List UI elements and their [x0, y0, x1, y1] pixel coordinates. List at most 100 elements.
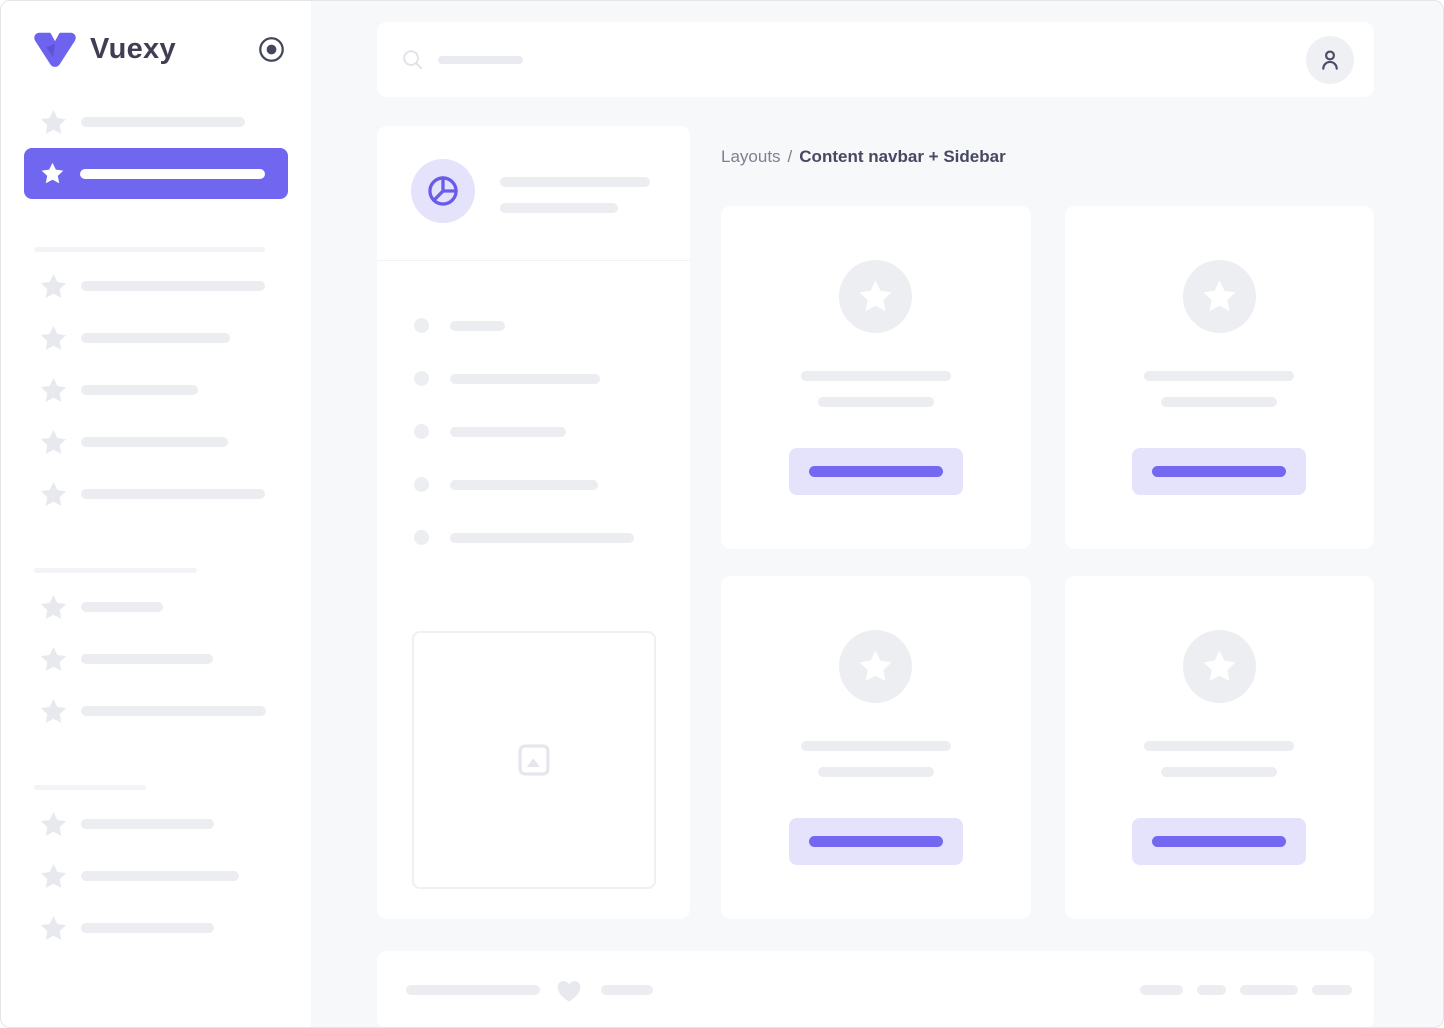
- star-icon: [39, 108, 68, 137]
- placeholder-bar: [808, 466, 943, 477]
- placeholder-bar: [81, 489, 265, 499]
- placeholder-bar: [450, 373, 600, 384]
- feature-card: [1064, 576, 1374, 919]
- bullet-dot: [414, 371, 429, 386]
- user-avatar[interactable]: [1306, 35, 1354, 84]
- placeholder-bar: [450, 320, 505, 331]
- list-item[interactable]: [377, 299, 690, 352]
- placeholder-bar: [1161, 767, 1278, 777]
- action-button[interactable]: [788, 818, 963, 865]
- section-header-bar: [34, 247, 265, 252]
- content-row: Layouts / Content navbar + Sidebar: [377, 126, 1374, 919]
- star-icon: [39, 480, 68, 509]
- placeholder-bar: [1161, 397, 1278, 407]
- star-icon: [39, 914, 68, 943]
- star-icon: [39, 593, 68, 622]
- search-input-placeholder[interactable]: [438, 55, 523, 64]
- placeholder-bar: [500, 203, 618, 213]
- placeholder-bar: [1152, 466, 1287, 477]
- star-icon: [39, 645, 68, 674]
- heart-icon[interactable]: [554, 975, 584, 1005]
- star-icon: [1201, 278, 1238, 315]
- pie-chart-badge: [411, 159, 475, 223]
- placeholder-bar: [80, 168, 265, 179]
- placeholder-bar: [406, 985, 540, 995]
- bullet-dot: [414, 477, 429, 492]
- sidebar: Vuexy: [1, 1, 311, 1027]
- brand-header: Vuexy: [1, 1, 311, 68]
- placeholder-bar: [800, 371, 951, 381]
- breadcrumb-separator: /: [787, 147, 793, 166]
- placeholder-bar: [81, 281, 265, 291]
- sidebar-demo-card: [377, 126, 690, 919]
- sidebar-item[interactable]: [1, 633, 311, 685]
- placeholder-bar: [1197, 985, 1226, 995]
- radio-dot-icon[interactable]: [258, 36, 285, 63]
- placeholder-bar: [817, 397, 934, 407]
- sidebar-item[interactable]: [1, 581, 311, 633]
- placeholder-bar: [81, 819, 214, 829]
- star-icon: [1201, 648, 1238, 685]
- star-icon: [39, 324, 68, 353]
- pie-chart-icon: [425, 173, 461, 209]
- placeholder-bar: [1240, 985, 1298, 995]
- sidebar-item[interactable]: [1, 416, 311, 468]
- placeholder-bar: [81, 654, 213, 664]
- star-icon: [39, 697, 68, 726]
- star-icon: [39, 272, 68, 301]
- demo-item-list: [377, 261, 690, 564]
- sidebar-item[interactable]: [1, 798, 311, 850]
- sidebar-item[interactable]: [1, 468, 311, 520]
- sidebar-item[interactable]: [1, 260, 311, 312]
- list-item[interactable]: [377, 511, 690, 564]
- star-icon: [857, 278, 894, 315]
- placeholder-bar: [1144, 371, 1295, 381]
- feature-card: [1064, 206, 1374, 549]
- placeholder-bar: [81, 871, 239, 881]
- placeholder-bar: [81, 437, 228, 447]
- star-badge: [839, 260, 913, 333]
- sidebar-item[interactable]: [1, 364, 311, 416]
- sidebar-item[interactable]: [1, 96, 311, 148]
- sidebar-item[interactable]: [1, 312, 311, 364]
- placeholder-bar: [450, 426, 566, 437]
- sidebar-item[interactable]: [1, 902, 311, 954]
- section-header-bar: [34, 785, 146, 790]
- placeholder-bar: [81, 602, 163, 612]
- star-badge: [1182, 260, 1256, 333]
- list-item[interactable]: [377, 458, 690, 511]
- star-badge: [1182, 630, 1256, 703]
- image-icon: [515, 741, 553, 779]
- main-area: Layouts / Content navbar + Sidebar: [311, 1, 1443, 1027]
- action-button[interactable]: [788, 448, 963, 495]
- feature-card: [721, 576, 1031, 919]
- section-header-bar: [34, 568, 197, 573]
- sidebar-item[interactable]: [1, 850, 311, 902]
- star-icon: [39, 376, 68, 405]
- sidebar-item[interactable]: [1, 685, 311, 737]
- action-button[interactable]: [1132, 818, 1307, 865]
- search-icon[interactable]: [401, 48, 424, 71]
- list-item[interactable]: [377, 405, 690, 458]
- bullet-dot: [414, 530, 429, 545]
- placeholder-bar: [81, 333, 230, 343]
- breadcrumb-section[interactable]: Layouts: [721, 147, 781, 166]
- vuexy-logo-icon: [33, 31, 77, 68]
- placeholder-bar: [81, 706, 266, 716]
- placeholder-bar: [81, 923, 214, 933]
- footer-left-group: [406, 975, 653, 1005]
- top-navbar: [377, 22, 1374, 97]
- placeholder-bar: [808, 836, 943, 847]
- placeholder-bar: [500, 177, 650, 187]
- placeholder-bar: [1152, 836, 1287, 847]
- placeholder-bar: [1312, 985, 1352, 995]
- sidebar-menu: [1, 96, 311, 954]
- bullet-dot: [414, 424, 429, 439]
- placeholder-bar: [81, 385, 198, 395]
- action-button[interactable]: [1132, 448, 1307, 495]
- list-item[interactable]: [377, 352, 690, 405]
- sidebar-item-active[interactable]: [24, 148, 288, 199]
- star-icon: [857, 648, 894, 685]
- user-icon: [1317, 47, 1343, 73]
